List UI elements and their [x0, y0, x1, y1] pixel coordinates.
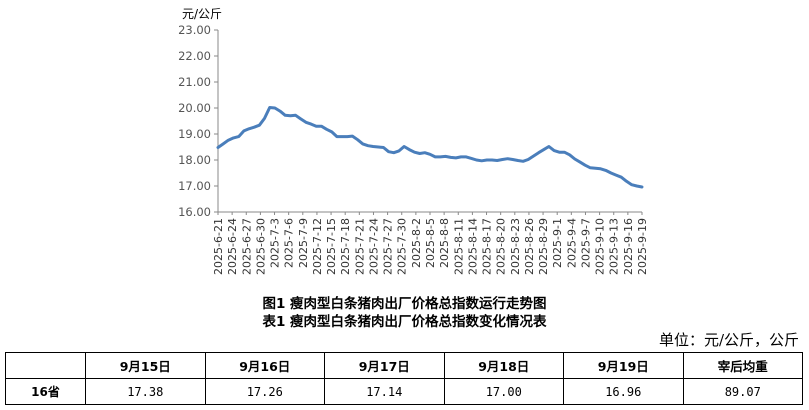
x-tick-label: 2025-8-5 — [424, 218, 437, 268]
header-avg-weight: 宰后均重 — [682, 352, 803, 379]
x-tick-label: 2025-7-27 — [382, 218, 395, 275]
y-tick-label: 16.00 — [178, 205, 211, 219]
x-tick-label: 2025-7-21 — [353, 218, 366, 275]
x-tick-label: 2025-9-4 — [565, 218, 578, 268]
table-cell: 17.00 — [443, 378, 564, 405]
header-corner — [5, 352, 86, 379]
x-tick-label: 2025-8-29 — [537, 218, 550, 275]
x-tick-label: 2025-6-30 — [254, 218, 267, 275]
x-tick-label: 2025-9-1 — [551, 218, 564, 268]
table-cell: 17.14 — [324, 378, 445, 405]
header-date: 9月19日 — [563, 352, 684, 379]
x-tick-label: 2025-7-15 — [325, 218, 338, 275]
x-tick-label: 2025-7-18 — [339, 218, 352, 275]
series-line-price-index — [216, 106, 644, 189]
y-tick-label: 23.00 — [178, 23, 211, 37]
x-tick-label: 2025-9-13 — [608, 218, 621, 275]
price-index-line-chart: 元/公斤 16.00 17.00 18.00 19.00 20.00 21.00 22.00… — [178, 7, 649, 275]
x-tick-label: 2025-9-10 — [594, 218, 607, 275]
x-tick-label: 2025-7-9 — [297, 218, 310, 268]
y-tick-label: 20.00 — [178, 101, 211, 115]
x-tick-label: 2025-8-20 — [495, 218, 508, 275]
table-cell: 89.07 — [682, 378, 803, 405]
x-tick-label: 2025-9-16 — [622, 218, 635, 275]
y-tick-label: 17.00 — [178, 179, 211, 193]
table-cell: 17.38 — [85, 378, 206, 405]
table-header-row: 9月15日 9月16日 9月17日 9月18日 9月19日 宰后均重 — [5, 352, 803, 379]
header-date: 9月16日 — [204, 352, 325, 379]
x-tick-label: 2025-7-12 — [311, 218, 324, 275]
y-axis: 16.00 17.00 18.00 19.00 20.00 21.00 22.00 23.00 — [178, 23, 218, 219]
y-axis-unit-label: 元/公斤 — [182, 7, 222, 21]
y-tick-label: 21.00 — [178, 75, 211, 89]
x-tick-label: 2025-7-30 — [396, 218, 409, 275]
x-tick-label: 2025-7-24 — [367, 218, 380, 275]
x-tick-label: 2025-6-27 — [240, 218, 253, 275]
header-date: 9月18日 — [443, 352, 564, 379]
x-tick-label: 2025-8-2 — [410, 218, 423, 268]
x-tick-label: 2025-8-26 — [523, 218, 536, 275]
table-cell: 17.26 — [204, 378, 325, 405]
row-label: 16省 — [5, 378, 86, 405]
table-caption: 表1 瘦肉型白条猪肉出厂价格总指数变化情况表 — [262, 314, 547, 330]
price-table: 9月15日 9月16日 9月17日 9月18日 9月19日 宰后均重 16省 1… — [5, 352, 803, 405]
table-cell: 16.96 — [563, 378, 684, 405]
x-tick-label: 2025-9-19 — [636, 218, 649, 275]
y-tick-label: 22.00 — [178, 49, 211, 63]
figure-caption: 图1 瘦肉型白条猪肉出厂价格总指数运行走势图 — [262, 296, 547, 312]
x-tick-label: 2025-6-21 — [212, 218, 225, 275]
header-date: 9月17日 — [324, 352, 445, 379]
x-tick-label: 2025-8-23 — [509, 218, 522, 275]
x-axis: 2025-6-21 2025-6-24 2025-6-27 2025-6-30 2025… — [212, 212, 649, 275]
x-tick-label: 2025-8-17 — [481, 218, 494, 275]
x-tick-label: 2025-8-11 — [452, 218, 465, 275]
y-tick-label: 18.00 — [178, 153, 211, 167]
unit-note: 单位：元/公斤，公斤 — [658, 331, 799, 349]
x-tick-label: 2025-7-3 — [269, 218, 282, 268]
x-tick-label: 2025-8-14 — [466, 218, 479, 275]
x-tick-label: 2025-9-7 — [579, 218, 592, 268]
y-tick-label: 19.00 — [178, 127, 211, 141]
x-tick-label: 2025-8-8 — [438, 218, 451, 268]
x-tick-label: 2025-6-24 — [226, 218, 239, 275]
table-row: 16省 17.38 17.26 17.14 17.00 16.96 89.07 — [5, 378, 803, 405]
header-date: 9月15日 — [85, 352, 206, 379]
x-tick-label: 2025-7-6 — [283, 218, 296, 268]
